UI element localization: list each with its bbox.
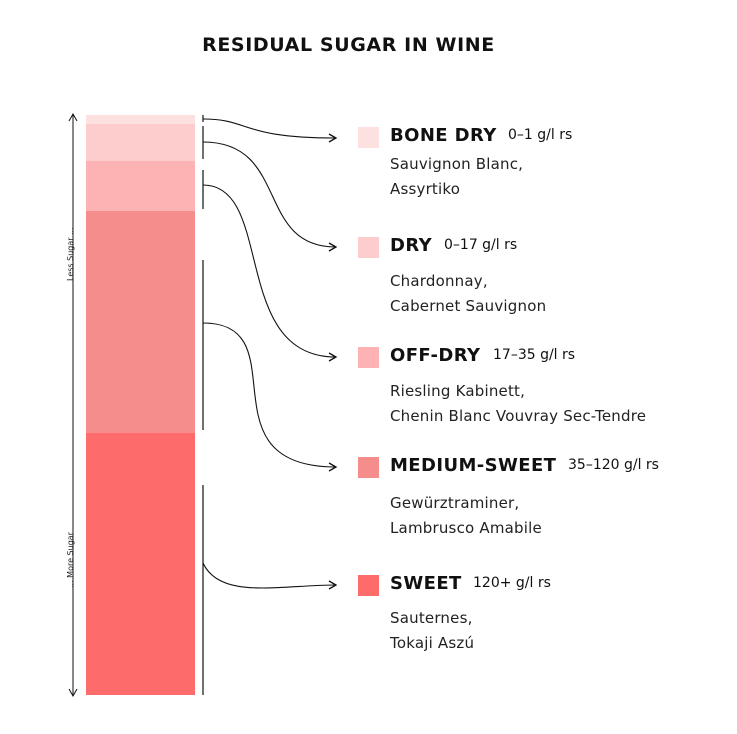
color-swatch-dry: [358, 237, 379, 258]
category-name: OFF-DRY: [390, 345, 481, 366]
category-name: SWEET: [390, 573, 462, 594]
bar-segment-medium-sweet: [86, 211, 195, 433]
category-range: 35–120 g/l rs: [568, 457, 659, 473]
color-swatch-bone-dry: [358, 127, 379, 148]
category-range: 0–1 g/l rs: [508, 127, 573, 143]
category-range: 120+ g/l rs: [473, 575, 551, 591]
category-name: MEDIUM-SWEET: [390, 455, 557, 476]
example-wine: Gewürztraminer,: [390, 494, 520, 512]
connector-arrow-dry: [202, 141, 338, 252]
color-swatch-sweet: [358, 575, 379, 596]
example-wine: Chardonnay,: [390, 272, 488, 290]
connector-arrow-medium-sweet: [202, 322, 338, 472]
scale-arrow: [68, 112, 78, 698]
chart-title: RESIDUAL SUGAR IN WINE: [202, 34, 495, 56]
category-name: DRY: [390, 235, 433, 256]
category-range: 0–17 g/l rs: [444, 237, 518, 253]
connector-arrow-bone-dry: [202, 118, 338, 143]
example-wine: Assyrtiko: [390, 180, 461, 198]
bar-segment-off-dry: [86, 161, 195, 211]
example-wine: Sauternes,: [390, 609, 473, 627]
example-wine: Riesling Kabinett,: [390, 382, 526, 400]
color-swatch-off-dry: [358, 347, 379, 368]
example-wine: Lambrusco Amabile: [390, 519, 542, 537]
connector-arrow-sweet: [202, 562, 338, 590]
category-name: BONE DRY: [390, 125, 497, 146]
bar-segment-dry: [86, 124, 195, 161]
bar-segment-sweet: [86, 433, 195, 695]
example-wine: Tokaji Aszú: [390, 634, 475, 652]
more-sugar-label: ... More Sugar: [66, 532, 75, 588]
less-sugar-label: Less Sugar ...: [66, 227, 75, 281]
example-wine: Sauvignon Blanc,: [390, 155, 524, 173]
connector-arrow-off-dry: [202, 184, 338, 362]
category-range: 17–35 g/l rs: [493, 347, 576, 363]
bar-segment-bone-dry: [86, 115, 195, 124]
example-wine: Chenin Blanc Vouvray Sec-Tendre: [390, 407, 647, 425]
color-swatch-medium-sweet: [358, 457, 379, 478]
example-wine: Cabernet Sauvignon: [390, 297, 547, 315]
